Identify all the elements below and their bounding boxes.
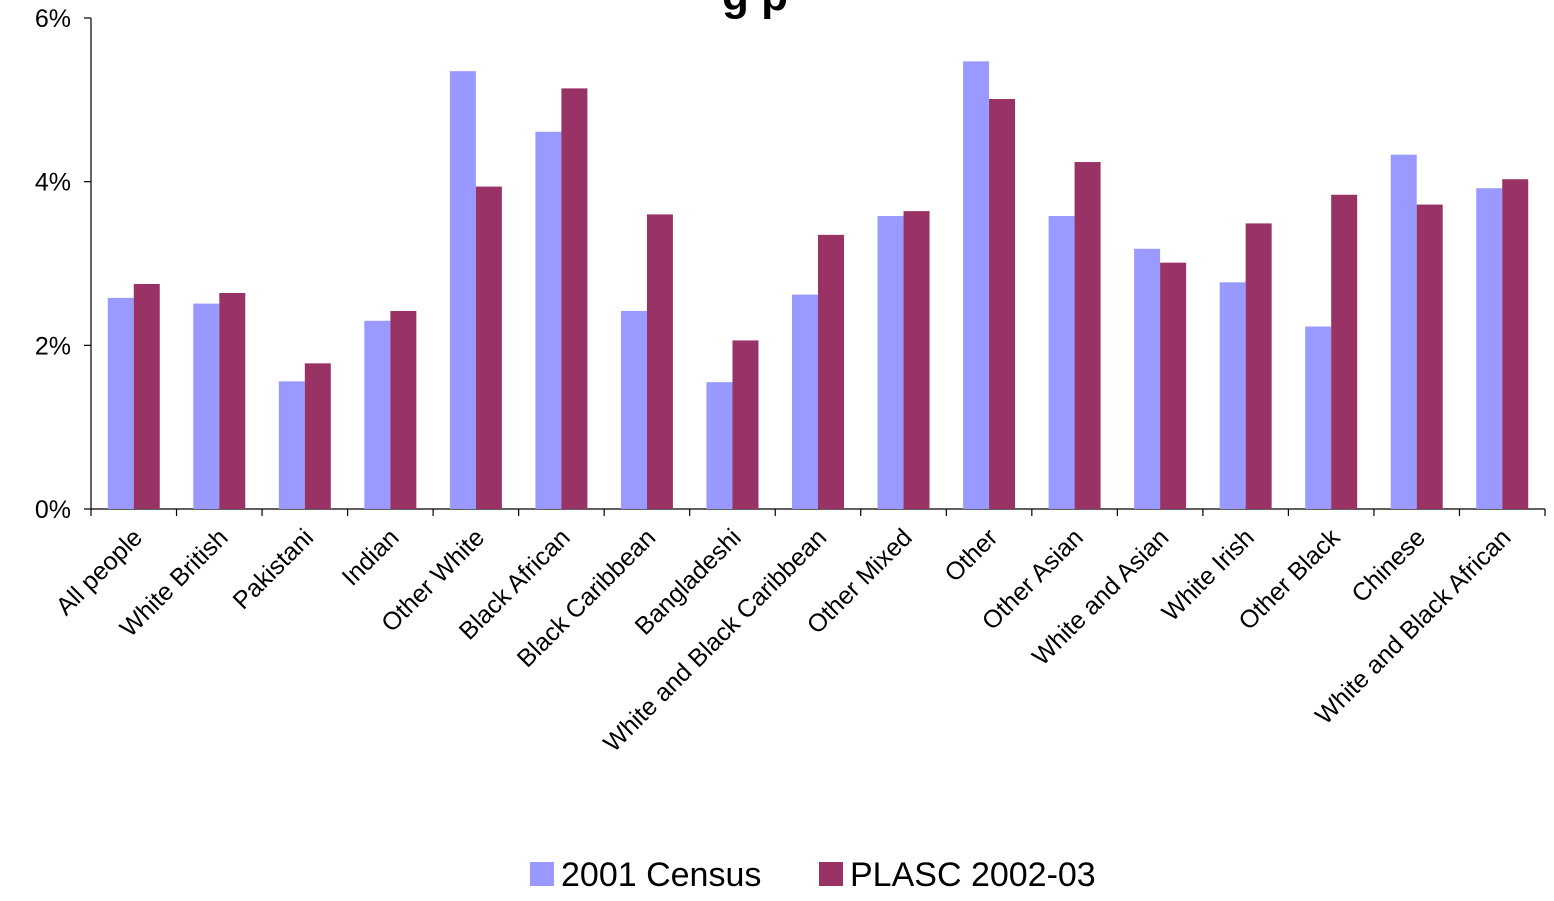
bar-census-2001-5 (535, 131, 562, 509)
category-label: Pakistani (228, 523, 320, 615)
bar-census-2001-14 (1305, 326, 1332, 509)
bar-plasc-2002-03-12 (1160, 262, 1187, 509)
bar-census-2001-3 (364, 320, 391, 509)
legend-swatch-census-2001 (530, 862, 554, 886)
bar-plasc-2002-03-14 (1331, 194, 1358, 509)
legend-label-plasc-2002-03: PLASC 2002-03 (850, 856, 1096, 894)
bar-plasc-2002-03-11 (1074, 162, 1101, 509)
bar-plasc-2002-03-8 (818, 234, 844, 510)
y-tick-label: 4% (35, 169, 71, 197)
legend: 2001 Census PLASC 2002-03 (530, 856, 1096, 894)
legend-label-census-2001: 2001 Census (561, 856, 761, 894)
category-label: Other (939, 523, 1003, 587)
y-tick-label: 2% (35, 332, 71, 360)
bars-layer (107, 61, 1529, 510)
bar-plasc-2002-03-2 (304, 363, 331, 509)
bar-census-2001-7 (706, 382, 733, 509)
bar-plasc-2002-03-1 (219, 292, 246, 509)
bar-census-2001-11 (1048, 216, 1075, 510)
bar-census-2001-2 (278, 381, 305, 509)
bar-plasc-2002-03-9 (903, 211, 930, 509)
bar-census-2001-6 (620, 310, 647, 509)
bar-census-2001-8 (792, 294, 818, 509)
category-label: Chinese (1346, 523, 1431, 608)
bar-census-2001-12 (1134, 248, 1161, 509)
bar-census-2001-10 (963, 61, 990, 510)
bar-plasc-2002-03-3 (390, 310, 417, 509)
axis-layer: 0% 2% 4% 6% (35, 5, 1546, 524)
legend-swatch-plasc-2002-03 (819, 862, 843, 886)
bar-plasc-2002-03-7 (732, 340, 759, 509)
category-label: Indian (337, 523, 405, 591)
bar-census-2001-4 (449, 71, 476, 509)
y-tick-label: 6% (35, 5, 71, 33)
title-layer: g p (722, 0, 788, 20)
bar-plasc-2002-03-4 (475, 186, 502, 509)
bar-plasc-2002-03-5 (561, 88, 588, 509)
bar-plasc-2002-03-13 (1245, 223, 1272, 509)
bar-census-2001-15 (1390, 154, 1417, 509)
y-tick-label: 0% (35, 496, 71, 524)
bar-census-2001-0 (107, 297, 134, 509)
chart-title-fragment: g p (722, 0, 788, 20)
bar-plasc-2002-03-10 (989, 99, 1016, 510)
bar-census-2001-16 (1476, 188, 1503, 509)
bar-census-2001-9 (877, 216, 904, 510)
bar-plasc-2002-03-6 (646, 214, 673, 509)
bar-census-2001-1 (193, 303, 220, 509)
bar-plasc-2002-03-16 (1502, 179, 1529, 509)
bar-plasc-2002-03-0 (133, 283, 160, 509)
bar-census-2001-13 (1219, 282, 1246, 509)
bar-plasc-2002-03-15 (1416, 204, 1443, 509)
